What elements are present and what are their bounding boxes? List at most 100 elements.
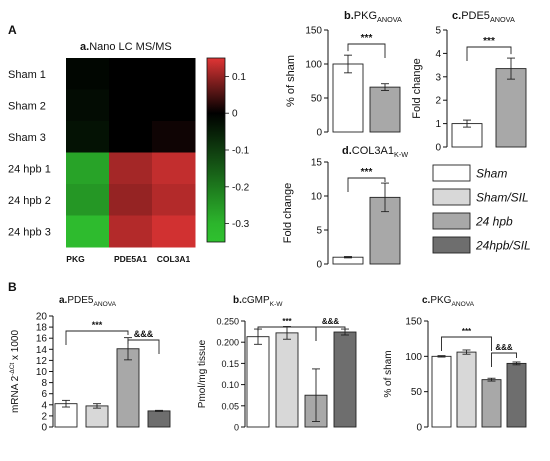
colorbar: [206, 57, 226, 243]
y-axis-label: mRNA 2-ΔCt x 1000: [9, 330, 21, 413]
legend-swatch: [432, 188, 471, 206]
title-prefix: c.: [422, 295, 431, 306]
y-tick-label: 0: [435, 143, 441, 154]
y-tick-label: 10: [311, 192, 323, 203]
panel-label-a: A: [8, 23, 17, 37]
title-prefix: a.: [59, 295, 68, 306]
significance-label: &&&: [495, 343, 513, 352]
heatmap-cell: [152, 89, 196, 122]
y-label-tail: x 1000: [10, 330, 21, 363]
heatmap-cell: [66, 152, 110, 185]
heatmap-row-label: 24 hpb 3: [8, 226, 51, 238]
y-tick-label: 8: [41, 378, 47, 389]
y-tick-label: 2: [435, 96, 441, 107]
title-subscript: ANOVA: [490, 15, 515, 24]
chart-title: a.Nano LC MS/MS: [80, 41, 172, 53]
heatmap-col-label: PKG: [66, 254, 85, 264]
significance-bracket: [315, 326, 346, 341]
y-axis-label: Fold change: [411, 58, 423, 119]
heatmap-cell: [109, 152, 153, 185]
y-tick-label: 1: [435, 119, 441, 130]
colorbar-tick-label: -0.3: [232, 219, 250, 230]
bar: [481, 379, 502, 428]
significance-bracket: [441, 336, 492, 351]
significance-label: ***: [282, 317, 292, 326]
legend: Sham Sham/SIL 24 hpb 24hpb/SIL: [432, 164, 531, 254]
y-tick-label: 6: [41, 389, 47, 400]
y-tick-label: 100: [305, 60, 322, 71]
heatmap-cell: [66, 121, 110, 153]
y-axis-label: % of sham: [383, 350, 394, 397]
significance-label: ***: [483, 36, 495, 47]
title-subscript: K-W: [394, 150, 408, 159]
heatmap-cell: [66, 89, 110, 122]
significance-bracket: [491, 352, 517, 367]
y-tick-label: 0: [416, 423, 422, 434]
bar: [506, 362, 527, 428]
b-cgmp-chart: b.cGMPK-W 0 0.05 0.10 0.15 0.200 0.250 Pmol/mg …: [197, 295, 357, 433]
y-label-main: mRNA 2: [10, 375, 21, 413]
y-tick-label: 12: [36, 356, 48, 367]
significance-bracket: [347, 43, 386, 58]
y-tick-label: 4: [41, 400, 47, 411]
bar: [333, 331, 357, 428]
y-axis-label: Pmol/mg tissue: [197, 339, 208, 408]
title-main: PKG: [430, 295, 451, 306]
y-axis-label: Fold change: [282, 183, 294, 244]
significance-bracket: [347, 177, 386, 192]
y-tick-label: 15: [311, 158, 323, 169]
heatmap-row-label: 24 hpb 1: [8, 163, 51, 175]
heatmap-row-label: 24 hpb 2: [8, 195, 51, 207]
y-tick-label: 50: [311, 94, 323, 105]
chart-title: a.PDE5ANOVA: [59, 295, 117, 308]
title-subscript: ANOVA: [451, 301, 474, 308]
significance-label: ***: [462, 327, 472, 336]
b-pkg-chart: c.PKGANOVA 0 50 100 150 % of sham *** &&&: [383, 295, 527, 434]
y-tick-label: 0.05: [221, 401, 239, 411]
bar: [369, 86, 401, 133]
title-prefix: c.: [452, 10, 461, 22]
y-tick-label: 14: [36, 345, 48, 356]
title-subscript: ANOVA: [93, 301, 116, 308]
y-tick-label: 18: [36, 323, 48, 334]
significance-label: ***: [92, 320, 103, 330]
bar: [275, 332, 299, 428]
significance-label: &&&: [134, 329, 154, 339]
heatmap-col-label: PDE5A1: [114, 254, 147, 264]
heatmap-row-label: Sham 3: [8, 132, 46, 144]
legend-label: Sham/SIL: [476, 191, 529, 205]
heatmap-cell: [152, 58, 196, 90]
bar: [495, 68, 527, 148]
heatmap-col-label: COL3A1: [157, 254, 191, 264]
chart-title: b.PKGANOVA: [344, 10, 402, 24]
title-main: PDE5: [461, 10, 490, 22]
bar: [456, 351, 477, 428]
heatmap-cell: [152, 184, 196, 216]
significance-bracket: [65, 330, 129, 345]
y-tick-label: 0: [234, 423, 239, 433]
colorbar-tick-label: 0.1: [232, 72, 246, 83]
heatmap-chart: a.Nano LC MS/MS Sham 1 Sham 2 Sham 3 24 hpb …: [8, 41, 250, 264]
y-tick-label: 5: [435, 26, 441, 37]
heatmap-cell: [66, 215, 110, 248]
heatmap-cell: [109, 121, 153, 153]
pde5-top-chart: c.PDE5ANOVA 0 1 2 3 4 5 Fold change ***: [411, 10, 527, 154]
title-subscript: K-W: [270, 301, 284, 308]
legend-swatch: [432, 236, 471, 254]
y-tick-label: 150: [405, 317, 422, 328]
heatmap-cell: [109, 89, 153, 122]
title-main: PDE5: [67, 295, 94, 306]
chart-title: c.PDE5ANOVA: [452, 10, 515, 24]
title-main: PKG: [354, 10, 377, 22]
colorbar-tick-label: -0.2: [232, 182, 250, 193]
bar: [246, 336, 270, 428]
title-prefix: b.: [233, 295, 242, 306]
y-tick-label: 0: [316, 128, 322, 139]
legend-swatch: [432, 164, 471, 182]
title-prefix: b.: [344, 10, 354, 22]
y-tick-label: 50: [411, 387, 423, 398]
y-tick-label: 100: [405, 352, 422, 363]
y-tick-label: 0: [41, 423, 47, 434]
y-tick-label: 2: [41, 411, 47, 422]
